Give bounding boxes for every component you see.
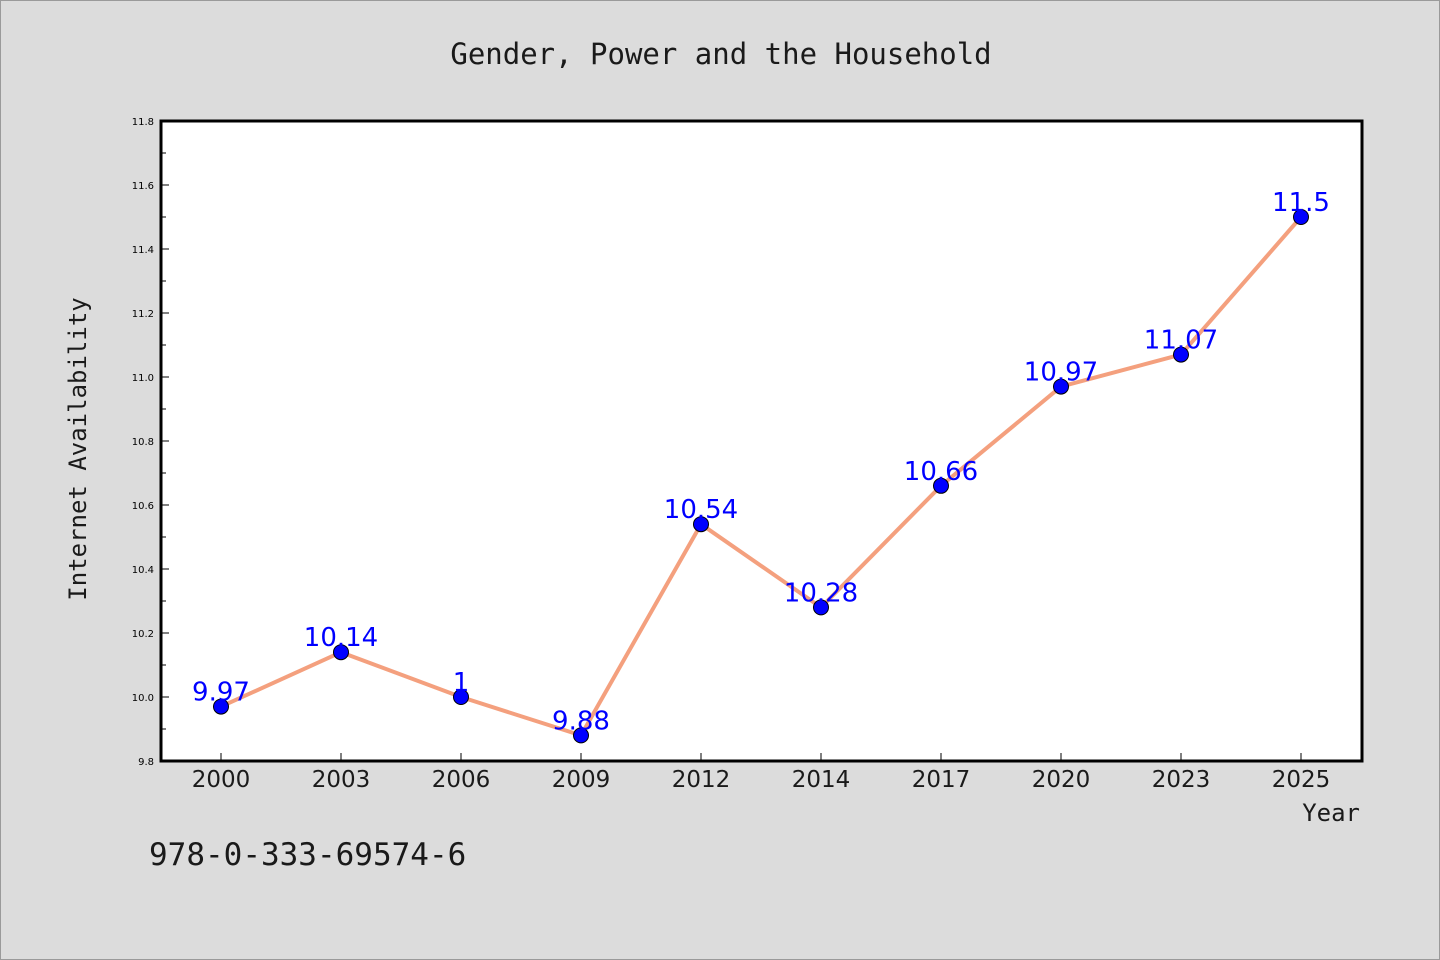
data-label: 10.14: [304, 623, 378, 653]
data-label: 9.97: [192, 678, 250, 708]
x-axis: 2000 2003 2006 2009 2012 2014 2017 2020 2023 2025: [192, 753, 1331, 793]
x-tick-label: 2003: [312, 767, 371, 793]
y-tick-label: 11.4: [132, 245, 154, 256]
y-tick-label: 10.6: [132, 501, 154, 512]
data-point: [933, 477, 949, 494]
data-point: [1053, 378, 1069, 395]
data-label: 10.97: [1024, 358, 1098, 388]
x-tick-label: 2017: [912, 767, 971, 793]
x-tick-label: 2020: [1032, 767, 1091, 793]
data-label: 9.88: [552, 706, 610, 736]
data-label: 1: [453, 668, 470, 698]
y-tick-label: 11.6: [132, 181, 154, 192]
data-point: [1293, 209, 1309, 225]
data-point: [453, 689, 469, 705]
chart-title: Gender, Power and the Household: [450, 37, 991, 71]
data-label: 10.66: [904, 457, 978, 487]
y-tick-label: 11.8: [132, 117, 154, 128]
y-tick-label: 10.0: [132, 693, 154, 704]
x-tick-label: 2023: [1152, 767, 1211, 793]
x-tick-label: 2012: [672, 767, 731, 793]
x-tick-label: 2014: [792, 767, 851, 793]
isbn-text: 978-0-333-69574-6: [149, 837, 466, 873]
series-layer: 9.97 10.14 1 9.88 10.54 10.28 10.66 10.97 11.07 1…: [192, 188, 1330, 744]
y-tick-label: 10.4: [132, 565, 154, 576]
data-label: 11.07: [1144, 326, 1218, 356]
x-tick-label: 2006: [432, 767, 491, 793]
y-tick-label: 11.0: [132, 373, 154, 384]
data-label: 10.54: [664, 495, 738, 525]
plot-area: [159, 119, 1364, 763]
series-line: [220, 215, 1303, 738]
y-tick-label: 11.2: [132, 309, 154, 320]
y-axis: 9.8 10.0 10.2 10.4 10.6 10.8 11.0 11.2 11.4 11.6 1…: [132, 117, 169, 768]
data-point: [693, 516, 709, 533]
data-point: [1173, 346, 1189, 363]
y-tick-label: 10.8: [132, 437, 154, 448]
data-point: [813, 599, 829, 616]
y-tick-label: 9.8: [138, 757, 154, 768]
data-point: [213, 698, 229, 715]
x-axis-label: Year: [1302, 799, 1360, 827]
x-tick-label: 2025: [1272, 767, 1331, 793]
data-point: [333, 644, 349, 661]
x-tick-label: 2000: [192, 767, 251, 793]
data-label: 10.28: [784, 578, 858, 608]
data-label: 11.5: [1272, 188, 1330, 218]
x-tick-label: 2009: [552, 767, 611, 793]
y-axis-label: Internet Availability: [64, 297, 92, 600]
y-tick-label: 10.2: [132, 629, 154, 640]
data-point: [573, 727, 589, 744]
